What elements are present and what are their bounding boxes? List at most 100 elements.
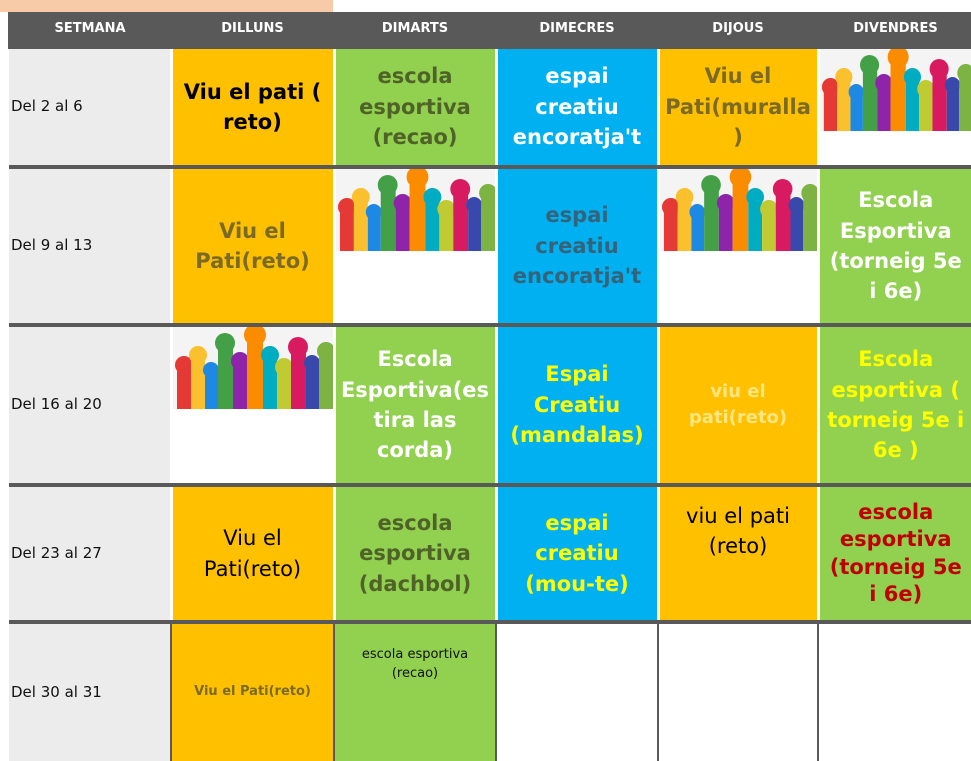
row: Del 23 al 27 Viu el Pati(reto) escola es… [9, 485, 971, 622]
hand-shape [689, 204, 705, 220]
week-cell: Del 30 al 31 [9, 622, 171, 761]
hand-shape [946, 87, 958, 131]
activity-cell: espai creatiu encoratja't [496, 47, 658, 167]
hand-shape [848, 84, 863, 100]
image-cell [171, 325, 334, 485]
activity-cell: Viu el Pati(reto) [171, 622, 334, 761]
hand-shape [704, 187, 719, 251]
hand-shape [304, 355, 320, 371]
hand-shape [905, 79, 918, 131]
hand-shape [409, 177, 425, 251]
header-cell: DIJOUS [658, 12, 818, 47]
activity-cell: escola esportiva (dachbol) [334, 485, 496, 622]
row: Del 2 al 6 Viu el pati ( reto) escola es… [9, 47, 971, 167]
activity-cell: viu el pati(reto) [658, 325, 818, 485]
hand-shape [353, 199, 367, 251]
hand-shape [677, 199, 691, 251]
hand-shape [380, 187, 395, 251]
header-cell: SETMANA [9, 12, 171, 47]
hand-shape [862, 67, 876, 131]
empty-cell [658, 622, 818, 761]
hand-shape [788, 197, 804, 213]
hand-shape [261, 346, 279, 364]
header-cell: DIMARTS [334, 12, 496, 47]
week-cell: Del 9 al 13 [9, 167, 171, 325]
hand-shape [732, 177, 748, 251]
image-cell [818, 47, 971, 167]
hand-shape [203, 362, 219, 378]
activity-cell: Escola Esportiva (torneig 5e i 6e) [818, 167, 971, 325]
hand-shape [466, 197, 482, 213]
activity-cell: Viu el Pati(reto) [171, 485, 334, 622]
header-cell: DIVENDRES [818, 12, 971, 47]
hand-shape [365, 204, 381, 220]
hand-shape [903, 68, 920, 86]
hand-shape [263, 357, 277, 409]
hand-shape [835, 68, 852, 86]
hand-shape [247, 335, 263, 409]
hand-shape [275, 358, 293, 376]
activity-cell: espai creatiu (mou-te) [496, 485, 658, 622]
hand-shape [890, 57, 905, 131]
hand-shape [453, 191, 468, 251]
hand-shape [929, 59, 948, 79]
hand-shape [351, 188, 369, 206]
hand-shape [481, 195, 495, 251]
image-cell [334, 167, 496, 325]
hand-shape [917, 80, 934, 98]
activity-cell: Viu el Pati(muralla ) [658, 47, 818, 167]
hands-image [660, 169, 817, 251]
hand-shape [746, 188, 764, 206]
hand-shape [932, 71, 946, 131]
hand-shape [701, 175, 721, 195]
hand-shape [231, 352, 249, 370]
hand-shape [393, 194, 411, 212]
empty-cell [818, 622, 971, 761]
header-row: SETMANA DILLUNS DIMARTS DIMECRES DIJOUS … [9, 12, 971, 47]
hand-shape [291, 349, 306, 409]
hand-shape [189, 346, 207, 364]
hand-shape [450, 179, 470, 199]
hands-image [173, 327, 333, 409]
activity-cell: Viu el Pati(reto) [171, 167, 334, 325]
hand-shape [437, 200, 455, 218]
hand-shape [790, 207, 803, 251]
hands-image [336, 169, 495, 251]
hand-shape [288, 337, 308, 357]
activity-cell: Espai Creatiu (mandalas) [496, 325, 658, 485]
hand-shape [423, 188, 441, 206]
hand-shape [306, 365, 319, 409]
row: Del 16 al 20 Escola Esportiva(estira las… [9, 325, 971, 485]
schedule-table: SETMANA DILLUNS DIMARTS DIMECRES DIJOUS … [8, 12, 971, 761]
week-cell: Del 16 al 20 [9, 325, 171, 485]
hand-shape [191, 357, 205, 409]
row: Del 9 al 13 Viu el Pati(reto) espai crea… [9, 167, 971, 325]
hand-shape [218, 345, 233, 409]
activity-cell: Viu el pati ( reto) [171, 47, 334, 167]
activity-cell: escola esportiva (torneig 5e i 6e) [818, 485, 971, 622]
header-cell: DILLUNS [171, 12, 334, 47]
hand-shape [772, 179, 792, 199]
hand-shape [716, 194, 734, 212]
hand-shape [377, 175, 397, 195]
week-cell: Del 23 al 27 [9, 485, 171, 622]
week-cell: Del 2 al 6 [9, 47, 171, 167]
hand-shape [468, 207, 481, 251]
activity-cell: viu el pati (reto) [658, 485, 818, 622]
row: Del 30 al 31 Viu el Pati(reto) escola es… [9, 622, 971, 761]
activity-cell: Escola Esportiva(estira las corda) [334, 325, 496, 485]
hand-shape [425, 199, 439, 251]
activity-cell: Escola esportiva ( torneig 5e i 6e ) [818, 325, 971, 485]
hand-shape [760, 200, 778, 218]
activity-cell: escola esportiva (recao) [334, 622, 496, 761]
activity-cell: escola esportiva (recao) [334, 47, 496, 167]
image-cell [658, 167, 818, 325]
hand-shape [860, 55, 879, 75]
hand-shape [944, 77, 959, 93]
hand-shape [319, 353, 333, 409]
empty-cell [496, 622, 658, 761]
hand-shape [837, 79, 850, 131]
hand-shape [675, 188, 693, 206]
hand-shape [803, 195, 817, 251]
